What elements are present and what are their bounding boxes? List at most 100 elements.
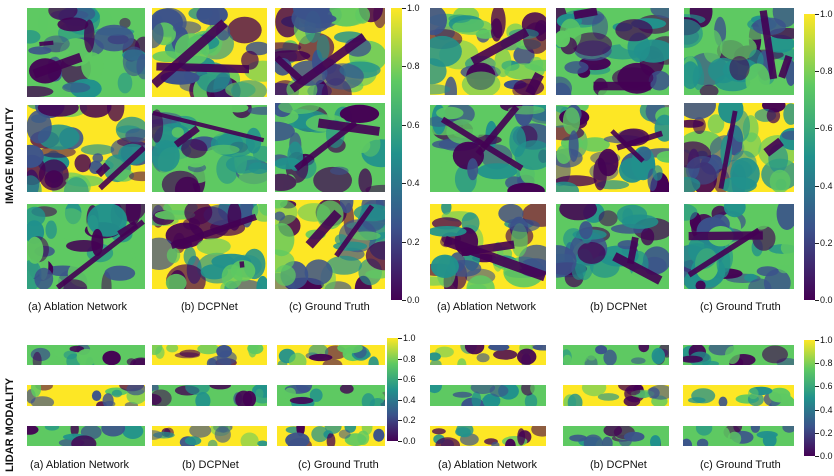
colorbar-tick-label: 0.2: [407, 237, 420, 247]
image-tile: [275, 103, 385, 192]
colorbar-image-right: [804, 14, 815, 300]
colorbar-tick-mark: [815, 410, 819, 411]
colorbar-tick-label: 0.2: [403, 415, 416, 425]
image-tile: [27, 8, 145, 97]
colorbar-tick-label: 0.4: [820, 405, 833, 415]
colorbar-tick-label: 0.6: [407, 120, 420, 130]
lidar-strip: [563, 426, 669, 446]
caption-ground-truth: (c) Ground Truth: [700, 459, 781, 471]
image-tile: [275, 200, 385, 289]
colorbar-tick-label: 0.6: [403, 374, 416, 384]
colorbar-image-left: [391, 8, 402, 300]
image-tile: [684, 103, 794, 192]
caption-dcpnet: (b) DCPNet: [590, 459, 647, 471]
colorbar-tick-label: 0.8: [820, 66, 833, 76]
colorbar-tick-label: 0.0: [407, 295, 420, 305]
colorbar-tick-mark: [398, 420, 402, 421]
image-tile: [430, 8, 546, 95]
colorbar-tick-mark: [402, 8, 406, 9]
colorbar-lidar-right: [804, 340, 815, 456]
caption-ablation-network: (a) Ablation Network: [437, 301, 537, 313]
lidar-strip: [683, 385, 794, 406]
colorbar-tick-mark: [815, 128, 819, 129]
lidar-strip: [277, 345, 385, 365]
colorbar-tick-mark: [815, 71, 819, 72]
colorbar-tick-mark: [815, 186, 819, 187]
lidar-strip: [27, 385, 145, 406]
image-tile: [152, 204, 267, 289]
colorbar-tick-mark: [402, 125, 406, 126]
colorbar-tick-mark: [815, 243, 819, 244]
lidar-strip: [152, 345, 267, 365]
colorbar-tick-mark: [398, 441, 402, 442]
image-tile: [275, 8, 385, 95]
lidar-strip: [430, 345, 546, 365]
colorbar-tick-mark: [815, 456, 819, 457]
colorbar-tick-mark: [815, 14, 819, 15]
colorbar-tick-mark: [402, 300, 406, 301]
lidar-strip: [563, 385, 669, 406]
colorbar-tick-label: 0.8: [403, 354, 416, 364]
caption-ablation-network: (a) Ablation Network: [30, 459, 130, 471]
colorbar-tick-mark: [398, 379, 402, 380]
image-tile: [430, 204, 546, 289]
image-tile: [27, 105, 145, 192]
colorbar-tick-label: 1.0: [820, 335, 833, 345]
lidar-strip: [683, 345, 794, 365]
colorbar-tick-label: 0.8: [820, 358, 833, 368]
colorbar-tick-mark: [815, 386, 819, 387]
colorbar-lidar-left: [387, 338, 398, 441]
image-tile: [152, 8, 267, 97]
colorbar-tick-label: 0.6: [820, 381, 833, 391]
lidar-modality-label: LIDAR MODALITY: [4, 377, 16, 472]
colorbar-tick-mark: [815, 340, 819, 341]
colorbar-tick-mark: [402, 183, 406, 184]
image-tile: [556, 105, 669, 192]
caption-ablation-network: (a) Ablation Network: [28, 301, 128, 313]
colorbar-tick-label: 0.2: [820, 428, 833, 438]
colorbar-tick-label: 1.0: [820, 9, 833, 19]
colorbar-tick-mark: [398, 338, 402, 339]
caption-dcpnet: (b) DCPNet: [181, 301, 238, 313]
lidar-strip: [27, 345, 145, 365]
caption-ground-truth: (c) Ground Truth: [298, 459, 379, 471]
image-tile: [556, 204, 669, 289]
image-tile: [430, 105, 546, 192]
lidar-strip: [277, 385, 385, 406]
colorbar-tick-mark: [398, 359, 402, 360]
colorbar-tick-mark: [402, 66, 406, 67]
colorbar-tick-mark: [815, 300, 819, 301]
colorbar-tick-label: 0.4: [820, 181, 833, 191]
caption-dcpnet: (b) DCPNet: [590, 301, 647, 313]
image-tile: [152, 105, 267, 192]
lidar-strip: [563, 345, 669, 365]
image-tile: [684, 8, 794, 95]
image-tile: [556, 8, 669, 95]
lidar-strip: [152, 426, 267, 446]
image-modality-label: IMAGE MODALITY: [4, 107, 16, 204]
colorbar-tick-mark: [815, 363, 819, 364]
caption-ablation-network: (a) Ablation Network: [438, 459, 538, 471]
colorbar-tick-label: 1.0: [407, 3, 420, 13]
colorbar-tick-label: 0.2: [820, 238, 833, 248]
colorbar-tick-label: 1.0: [403, 333, 416, 343]
colorbar-tick-label: 0.0: [403, 436, 416, 446]
image-tile: [684, 204, 794, 289]
colorbar-tick-label: 0.4: [407, 178, 420, 188]
lidar-strip: [277, 426, 385, 446]
image-tile: [27, 204, 145, 289]
caption-dcpnet: (b) DCPNet: [182, 459, 239, 471]
caption-ground-truth: (c) Ground Truth: [700, 301, 781, 313]
colorbar-tick-mark: [402, 242, 406, 243]
colorbar-tick-mark: [815, 433, 819, 434]
caption-ground-truth: (c) Ground Truth: [289, 301, 370, 313]
colorbar-tick-mark: [398, 400, 402, 401]
colorbar-tick-label: 0.0: [820, 451, 833, 461]
lidar-strip: [430, 385, 546, 406]
lidar-strip: [27, 426, 145, 446]
lidar-strip: [430, 426, 546, 446]
colorbar-tick-label: 0.4: [403, 395, 416, 405]
lidar-strip: [152, 385, 267, 406]
colorbar-tick-label: 0.6: [820, 123, 833, 133]
lidar-strip: [683, 426, 794, 446]
